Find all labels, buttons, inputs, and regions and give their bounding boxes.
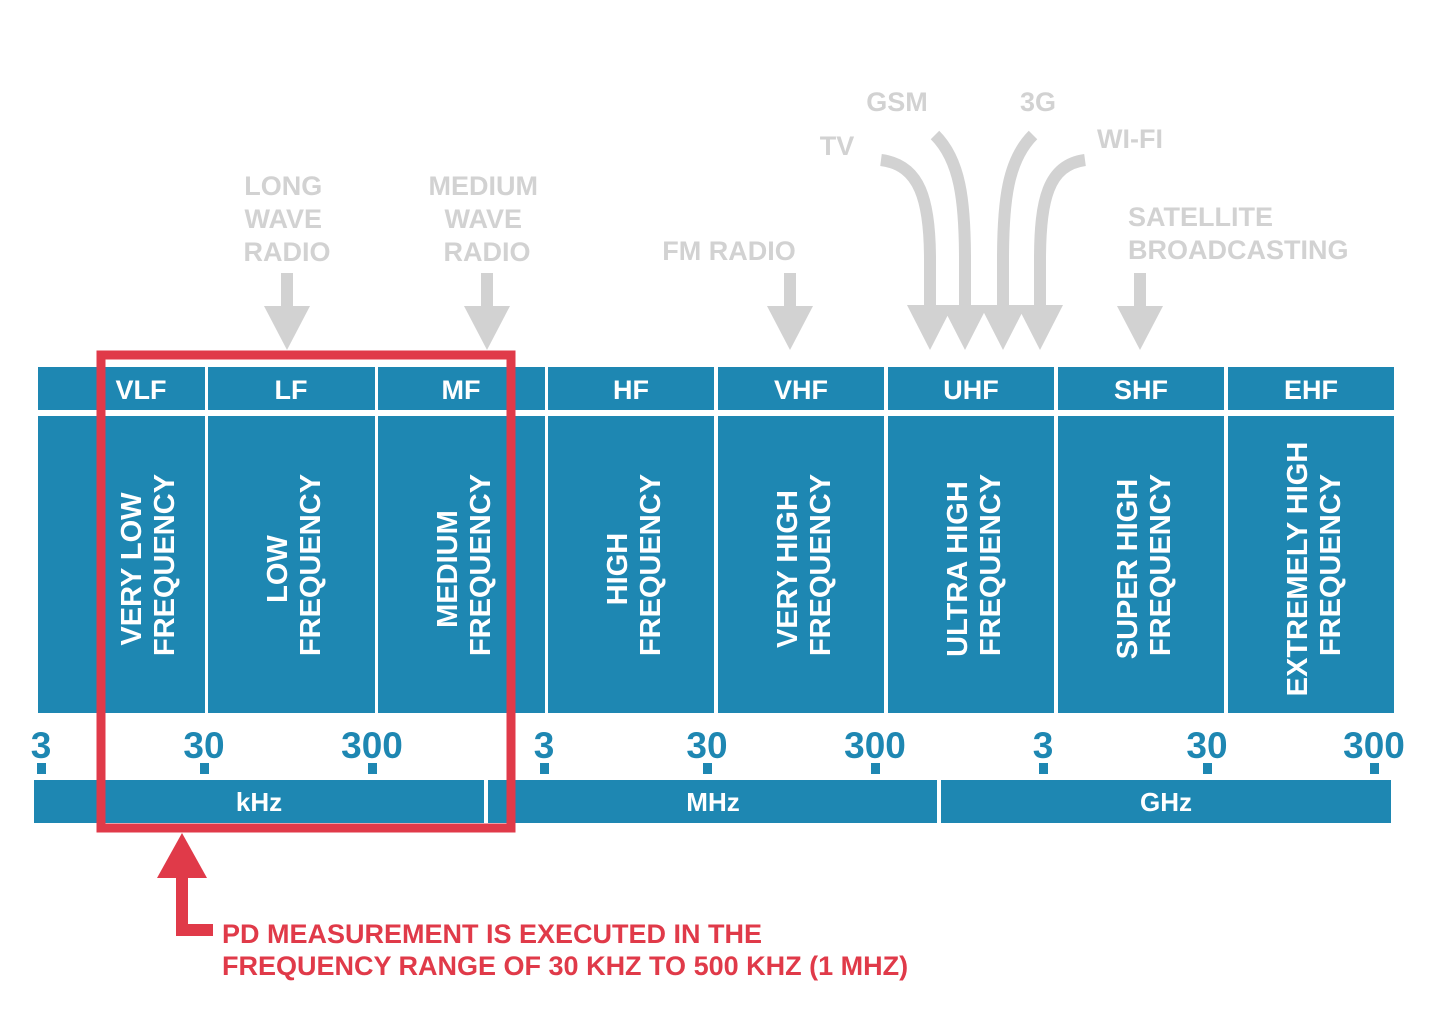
- band-header-vlf: [98, 367, 205, 410]
- tick-markers: [37, 763, 1379, 774]
- tick-label-mhz-300: 300: [844, 725, 906, 766]
- band-body-ehf: [1228, 416, 1394, 713]
- band-header-hf: [548, 367, 714, 410]
- band-abbr-uhf: UHF: [943, 375, 999, 405]
- annotation-arrow-icon: [157, 833, 213, 936]
- tick-labels: 3 30 300 3 30 300 3 30 300: [31, 725, 1405, 766]
- unit-label-ghz: GHz: [1140, 787, 1192, 817]
- fm-radio-arrow-icon: [767, 273, 813, 350]
- satellite-broadcasting-label: SATELLITE BROADCASTING: [1128, 202, 1349, 265]
- band-body-uhf: [888, 416, 1054, 713]
- band-header-ehf: [1228, 367, 1394, 410]
- unit-segment-ghz: [941, 780, 1391, 823]
- unit-labels: kHz MHz GHz: [236, 787, 1192, 817]
- long-wave-radio-label: LONG WAVE RADIO: [244, 171, 331, 267]
- unit-label-khz: kHz: [236, 787, 282, 817]
- band-header-shf: [1058, 367, 1224, 410]
- band-abbr-vlf: VLF: [116, 375, 167, 405]
- unit-segment-khz: [34, 780, 484, 823]
- tick-label-mhz-30: 30: [686, 725, 727, 766]
- band-header-mf: [378, 367, 545, 410]
- band-abbr-shf: SHF: [1114, 375, 1168, 405]
- fm-radio-label: FM RADIO: [662, 236, 795, 266]
- tick-label-mhz-3: 3: [534, 725, 555, 766]
- unit-label-mhz: MHz: [686, 787, 739, 817]
- band-name-uhf: ULTRA HIGH FREQUENCY: [942, 473, 1007, 657]
- gsm-label: GSM: [866, 87, 928, 117]
- band-body-hf: [548, 416, 714, 713]
- pd-measurement-note: PD MEASUREMENT IS EXECUTED IN THE FREQUE…: [222, 919, 908, 981]
- tick-label-ghz-30: 30: [1186, 725, 1227, 766]
- tick-label-khz-30: 30: [183, 725, 224, 766]
- medium-wave-arrow-icon: [464, 273, 510, 350]
- band-body-lead-cell: [38, 416, 98, 713]
- tick-label-khz-300: 300: [341, 725, 403, 766]
- band-name-vlf: VERY LOW FREQUENCY: [116, 474, 181, 656]
- application-arrows: [264, 130, 1163, 350]
- application-labels: LONG WAVE RADIO MEDIUM WAVE RADIO FM RAD…: [244, 87, 1349, 267]
- band-abbr-lf: LF: [275, 375, 308, 405]
- band-abbreviations: VLF LF MF HF VHF UHF SHF EHF: [116, 375, 1339, 405]
- band-name-shf: SUPER HIGH FREQUENCY: [1112, 471, 1177, 660]
- band-body-vhf: [718, 416, 884, 713]
- band-abbr-vhf: VHF: [774, 375, 828, 405]
- tv-label: TV: [820, 131, 855, 161]
- band-body-row: [38, 416, 1394, 713]
- band-abbr-mf: MF: [442, 375, 481, 405]
- tick-label-khz-3: 3: [31, 725, 52, 766]
- medium-wave-radio-label: MEDIUM WAVE RADIO: [428, 171, 545, 267]
- tick-label-ghz-3: 3: [1033, 725, 1054, 766]
- band-names: VERY LOW FREQUENCY LOW FREQUENCY MEDIUM …: [116, 434, 1347, 697]
- band-header-lead-cell: [38, 367, 98, 410]
- band-body-mf: [378, 416, 545, 713]
- band-body-vlf: [98, 416, 205, 713]
- unit-bar: [34, 780, 1391, 823]
- band-name-lf: LOW FREQUENCY: [262, 474, 327, 656]
- band-header-uhf: [888, 367, 1054, 410]
- long-wave-arrow-icon: [264, 273, 310, 350]
- 3g-label: 3G: [1020, 87, 1056, 117]
- band-header-vhf: [718, 367, 884, 410]
- satellite-arrow-icon: [1117, 273, 1163, 350]
- measurement-range-highlight: [96, 350, 516, 833]
- uhf-curved-arrows-icon: [879, 130, 1087, 350]
- band-abbr-hf: HF: [613, 375, 649, 405]
- band-header-lf: [208, 367, 375, 410]
- band-name-mf: MEDIUM FREQUENCY: [432, 474, 497, 656]
- band-body-lf: [208, 416, 375, 713]
- band-name-hf: HIGH FREQUENCY: [602, 474, 667, 656]
- band-name-ehf: EXTREMELY HIGH FREQUENCY: [1282, 434, 1347, 697]
- wifi-label: WI-FI: [1097, 124, 1163, 154]
- unit-segment-mhz: [488, 780, 937, 823]
- band-header-row: [38, 367, 1394, 410]
- band-body-shf: [1058, 416, 1224, 713]
- band-abbr-ehf: EHF: [1284, 375, 1338, 405]
- tick-label-ghz-300: 300: [1343, 725, 1405, 766]
- band-name-vhf: VERY HIGH FREQUENCY: [772, 474, 837, 656]
